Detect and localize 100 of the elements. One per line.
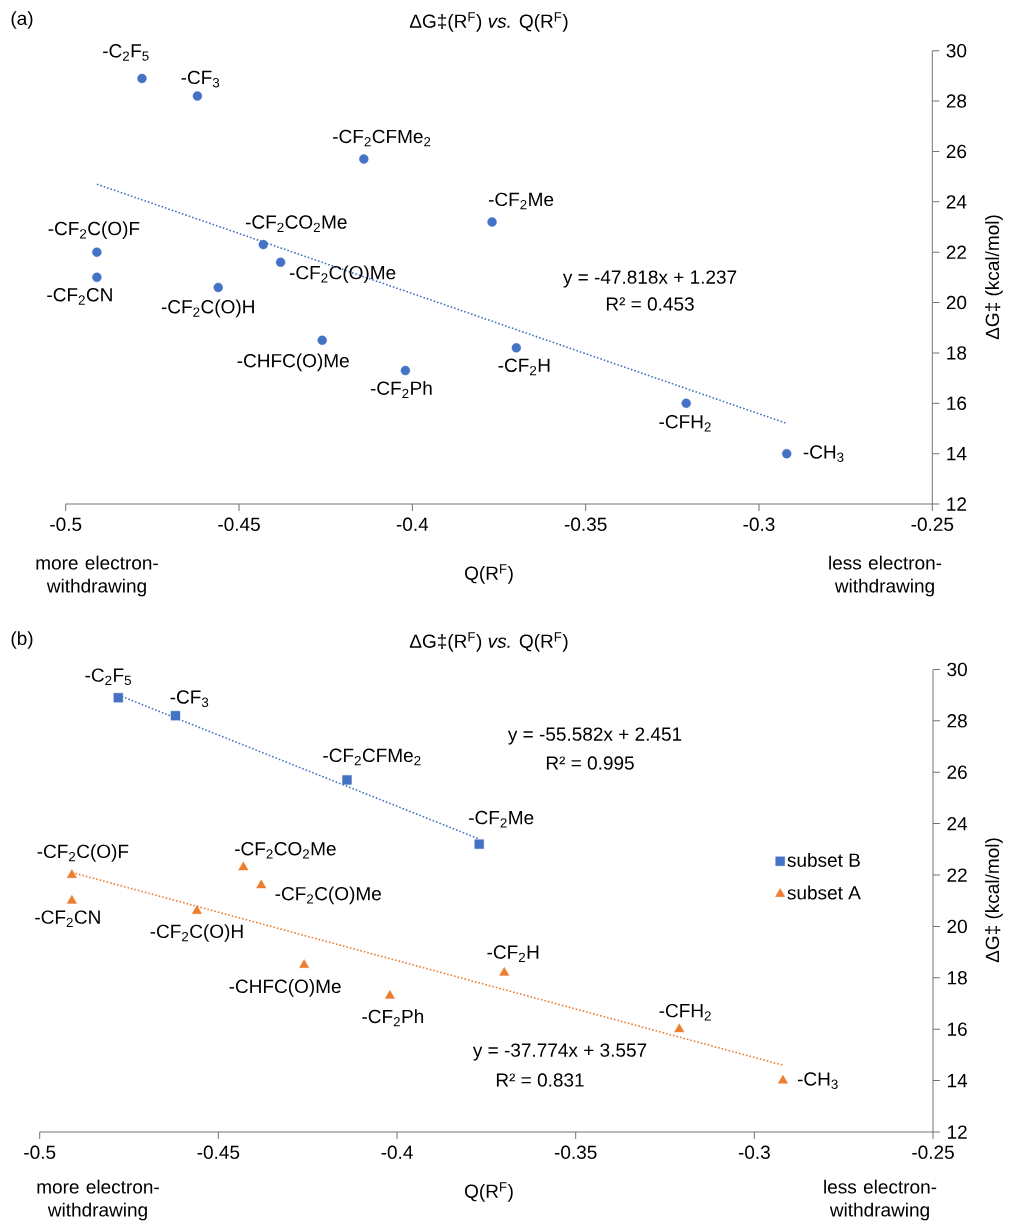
x-tick-label: -0.4: [396, 517, 429, 531]
point: [487, 217, 497, 227]
point: [137, 73, 147, 84]
point: [384, 990, 395, 999]
y-tick-label: 12: [947, 497, 967, 511]
annotation: -CF$_{2}$C(O)H: [161, 299, 254, 318]
point: [258, 239, 268, 250]
annotation: -CF$_{3}$: [181, 70, 220, 88]
annotation: -CHFC(O)Me: [229, 979, 341, 997]
x-tick-label: -0.5: [24, 1145, 56, 1159]
annotation: -CF$_{2}$C(O)Me: [275, 886, 381, 905]
point: [474, 839, 484, 849]
point: [170, 710, 181, 721]
text: less electron-withdrawing: [829, 555, 942, 597]
point: [342, 775, 352, 785]
text: (a): [11, 11, 33, 29]
y-tick-label: 28: [946, 94, 967, 108]
y-tick-label: 20: [946, 295, 967, 310]
y-tick-label: 14: [947, 1074, 968, 1088]
point: [92, 272, 102, 283]
x-tick-label: -0.25: [912, 1145, 954, 1159]
annotation: -CFH$_{2}$: [659, 1003, 711, 1021]
x-tick-label: -0.3: [743, 517, 775, 531]
y-axis-title: ΔG‡ (kcal/mol): [985, 215, 1003, 340]
point: [66, 895, 77, 904]
point: [256, 879, 267, 889]
annotation: -CF$_{2}$CN: [35, 910, 100, 928]
annotation: -CF$_{2}$CO$_{2}$Me: [245, 215, 347, 232]
annotation: -CF$_{2}$H: [487, 945, 539, 962]
point: [66, 869, 77, 878]
annotation: -CF$_{2}$C(O)F: [37, 844, 129, 862]
annotation: -CH$_{3}$: [797, 1072, 838, 1089]
annotation: -CF$_{2}$H: [498, 358, 550, 376]
y-tick-label: 30: [947, 662, 967, 677]
x-tick-label: -0.4: [381, 1145, 413, 1159]
point: [777, 1074, 788, 1084]
y-tick-label: 22: [946, 245, 967, 259]
y-tick-label: 30: [946, 43, 967, 58]
point: [238, 861, 249, 871]
x-tick-label: -0.35: [554, 1145, 597, 1159]
y-tick-label: 24: [946, 195, 967, 209]
y-tick-label: 16: [947, 1022, 967, 1036]
annotation: R² = 0.453: [606, 297, 694, 311]
x-tick-label: -0.45: [197, 1145, 240, 1159]
annotation: -C$_{2}$F$_{5}$: [85, 668, 131, 685]
annotation: -CF$_{2}$CO$_{2}$Me: [235, 842, 336, 859]
point: [674, 1023, 685, 1033]
annotation: -CF$_{2}$C(O)H: [150, 924, 243, 942]
point: [400, 365, 411, 376]
x-axis-title: Q(R$^{F}$): [465, 1182, 513, 1202]
text: more electron-withdrawing: [36, 555, 158, 597]
y-tick-label: 28: [947, 714, 967, 728]
y-tick-label: 26: [947, 765, 967, 779]
y-tick-label: 22: [947, 868, 967, 882]
text: less electron-withdrawing: [824, 1179, 937, 1221]
annotation: -CF$_{2}$Ph: [362, 1009, 424, 1027]
annotation: R² = 0.831: [496, 1073, 584, 1087]
text: more electron-withdrawing: [37, 1179, 159, 1221]
point: [275, 257, 286, 267]
point: [782, 448, 792, 459]
annotation: -CFH$_{2}$: [659, 414, 711, 432]
legend-label: subset B: [787, 852, 860, 867]
annotation: y = -37.774x + 3.557: [472, 1043, 647, 1061]
annotation: -CF$_{2}$Me: [488, 192, 554, 210]
y-axis-title: ΔG‡ (kcal/mol): [985, 838, 1003, 963]
x-tick-label: -0.45: [218, 517, 260, 531]
point: [113, 692, 124, 703]
annotation: -CF$_{2}$Me: [469, 810, 534, 828]
annotation: -CF$_{2}$CFMe$_{2}$: [333, 129, 431, 147]
x-tick-label: -0.3: [738, 1145, 770, 1159]
legend-label: subset A: [787, 885, 861, 900]
annotation: -CF$_{2}$Ph: [370, 380, 432, 399]
y-tick-label: 14: [947, 447, 967, 461]
annotation: -CF$_{3}$: [170, 690, 209, 708]
y-tick-label: 18: [947, 971, 967, 985]
point: [191, 905, 202, 914]
point: [499, 966, 510, 976]
point: [299, 959, 310, 968]
annotation: -C$_{2}$F$_{5}$: [103, 44, 149, 61]
x-axis-title: Q(R$^{F}$): [465, 564, 513, 584]
y-tick-label: 12: [947, 1125, 967, 1139]
annotation: -CHFC(O)Me: [237, 353, 349, 372]
y-tick-label: 20: [947, 919, 967, 934]
point: [359, 154, 369, 164]
point: [511, 343, 522, 353]
annotation: -CF$_{2}$CFMe$_{2}$: [323, 748, 421, 766]
y-tick-label: 16: [947, 396, 967, 410]
x-tick-label: -0.25: [911, 517, 954, 531]
annotation: y = -55.582x + 2.451: [507, 727, 682, 745]
point: [317, 335, 327, 346]
point: [213, 282, 223, 293]
text: (b): [11, 631, 33, 649]
annotation: y = -47.818x + 1.237: [562, 270, 737, 288]
point: [681, 398, 691, 408]
x-tick-label: -0.35: [564, 517, 607, 531]
point: [92, 247, 102, 257]
chart-title: ΔG‡(R$^{F}$) vs. Q(R$^{F}$): [409, 632, 568, 652]
chart-title: ΔG‡(R$^{F}$) vs. Q(R$^{F}$): [409, 12, 568, 32]
y-tick-label: 18: [947, 346, 967, 360]
x-tick-label: -0.5: [50, 517, 82, 531]
